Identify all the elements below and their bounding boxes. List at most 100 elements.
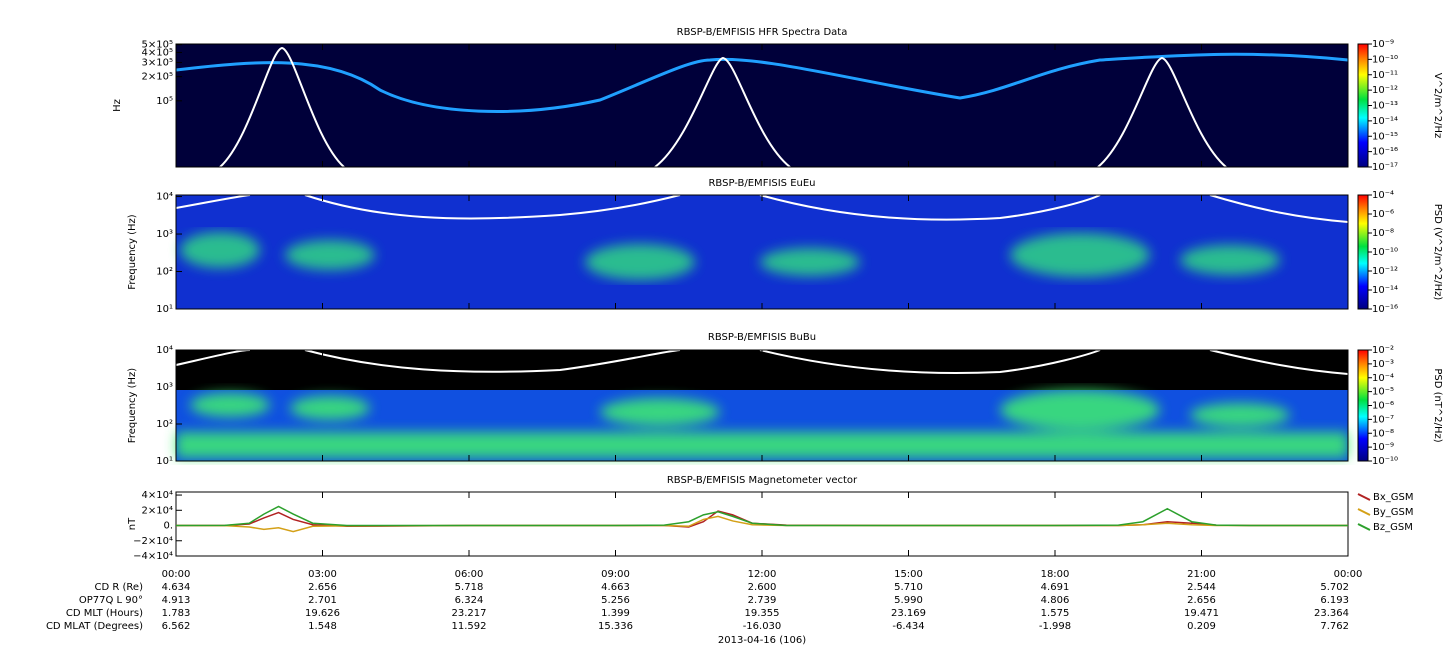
row-label: CD MLAT (Degrees)	[46, 621, 143, 632]
row-value: 2.600	[748, 582, 777, 593]
colorbar-tick-label: 10⁻³	[1372, 359, 1394, 370]
row-value: 5.710	[894, 582, 923, 593]
x-tick-label: 06:00	[455, 569, 484, 580]
y-tick-label: 10¹	[156, 304, 173, 315]
colorbar-tick-label: 10⁻⁶	[1372, 209, 1394, 220]
legend-label: Bz_GSM	[1373, 522, 1413, 533]
y-tick-label: 10⁴	[156, 345, 173, 356]
series-line	[175, 510, 1348, 528]
colorbar-tick-label: 10⁻⁷	[1372, 414, 1394, 425]
row-value: 5.990	[894, 595, 923, 606]
row-value: 0.209	[1187, 621, 1216, 632]
colorbar-label: V^2/m^2/Hz	[1432, 73, 1443, 139]
colorbar-tick-label: 10⁻⁶	[1372, 401, 1394, 412]
y-tick-label: 2×10⁴	[142, 505, 173, 516]
row-value: 5.718	[455, 582, 484, 593]
row-value: 23.364	[1314, 608, 1349, 619]
chart-title: RBSP-B/EMFISIS HFR Spectra Data	[677, 27, 848, 38]
y-tick-label: 10²	[156, 267, 173, 278]
legend-swatch	[1357, 493, 1371, 501]
colorbar-tick-label: 10⁻¹⁶	[1372, 304, 1398, 315]
row-value: 4.691	[1041, 582, 1070, 593]
x-axis-label: 2013-04-16 (106)	[718, 635, 806, 646]
row-label: CD MLT (Hours)	[66, 608, 143, 619]
y-axis-label: Hz	[112, 99, 123, 112]
colorbar-tick-label: 10⁻⁹	[1372, 39, 1394, 50]
y-tick-label: 0.	[163, 521, 173, 532]
colorbar-tick-label: 10⁻⁴	[1372, 190, 1394, 201]
colorbar-tick-label: 10⁻⁵	[1372, 387, 1394, 398]
row-label: CD R (Re)	[95, 582, 144, 593]
chart-title: RBSP-B/EMFISIS EuEu	[708, 178, 815, 189]
row-label: OP77Q L 90°	[79, 595, 143, 606]
colorbar-label: PSD (nT^2/Hz)	[1432, 368, 1443, 442]
colorbar-tick-label: 10⁻¹³	[1372, 101, 1398, 112]
row-value: 2.656	[1187, 595, 1216, 606]
colorbar-tick-label: 10⁻²	[1372, 345, 1394, 356]
y-tick-label: 4×10⁵	[142, 47, 173, 58]
row-value: 1.399	[601, 608, 630, 619]
row-value: 6.324	[455, 595, 484, 606]
row-value: 4.806	[1041, 595, 1070, 606]
row-value: 19.626	[305, 608, 340, 619]
colorbar-tick-label: 10⁻⁴	[1372, 373, 1394, 384]
row-value: 19.355	[745, 608, 780, 619]
legend-label: By_GSM	[1373, 507, 1414, 518]
x-tick-label: 00:00	[1334, 569, 1363, 580]
y-tick-label: 3×10⁵	[142, 58, 173, 69]
colorbar-tick-label: 10⁻¹⁴	[1372, 116, 1398, 127]
chart-title: RBSP-B/EMFISIS Magnetometer vector	[667, 475, 858, 486]
row-value: 1.575	[1041, 608, 1070, 619]
row-value: 23.217	[452, 608, 487, 619]
row-value: 7.762	[1320, 621, 1349, 632]
y-tick-label: 10³	[156, 229, 173, 240]
colorbar-tick-label: 10⁻¹⁰	[1372, 54, 1398, 65]
series-line	[175, 515, 1348, 533]
y-tick-label: 10²	[156, 419, 173, 430]
row-value: 6.193	[1320, 595, 1349, 606]
y-tick-label: 10³	[156, 382, 173, 393]
row-value: 5.702	[1320, 582, 1349, 593]
row-value: 2.544	[1187, 582, 1216, 593]
y-tick-label: 5×10⁵	[142, 40, 173, 51]
row-value: 2.656	[308, 582, 337, 593]
colorbar-label: PSD (V^2/m^2/Hz)	[1432, 204, 1443, 301]
colorbar-tick-label: 10⁻¹⁰	[1372, 456, 1398, 467]
colorbar-tick-label: 10⁻¹²	[1372, 266, 1398, 277]
colorbar	[1357, 43, 1369, 168]
y-tick-label: −4×10⁴	[133, 551, 173, 562]
x-tick-label: 21:00	[1187, 569, 1216, 580]
row-value: 1.783	[162, 608, 191, 619]
row-value: 23.169	[891, 608, 926, 619]
colorbar-tick-label: 10⁻¹⁶	[1372, 147, 1398, 158]
colorbar-tick-label: 10⁻⁸	[1372, 428, 1394, 439]
colorbar	[1357, 349, 1369, 462]
y-tick-label: −2×10⁴	[133, 536, 173, 547]
row-value: 6.562	[162, 621, 191, 632]
y-tick-label: 4×10⁴	[142, 490, 173, 501]
row-value: 2.739	[748, 595, 777, 606]
colorbar-tick-label: 10⁻¹¹	[1372, 70, 1398, 81]
series-line	[175, 505, 1348, 527]
x-tick-label: 09:00	[601, 569, 630, 580]
x-tick-label: 18:00	[1041, 569, 1070, 580]
legend-swatch	[1357, 508, 1371, 516]
colorbar-tick-label: 10⁻¹⁷	[1372, 162, 1398, 173]
row-value: -6.434	[892, 621, 924, 632]
colorbar-tick-label: 10⁻¹⁴	[1372, 285, 1398, 296]
x-tick-label: 03:00	[308, 569, 337, 580]
row-value: -16.030	[743, 621, 782, 632]
row-value: 4.663	[601, 582, 630, 593]
chart-title: RBSP-B/EMFISIS BuBu	[708, 332, 816, 343]
y-tick-label: 10⁵	[156, 96, 173, 107]
colorbar-tick-label: 10⁻⁸	[1372, 228, 1394, 239]
row-value: -1.998	[1039, 621, 1071, 632]
row-value: 19.471	[1184, 608, 1219, 619]
colorbar-tick-label: 10⁻¹²	[1372, 85, 1398, 96]
row-value: 1.548	[308, 621, 337, 632]
row-value: 15.336	[598, 621, 633, 632]
colorbar-tick-label: 10⁻¹⁰	[1372, 247, 1398, 258]
row-value: 11.592	[452, 621, 487, 632]
x-tick-label: 15:00	[894, 569, 923, 580]
